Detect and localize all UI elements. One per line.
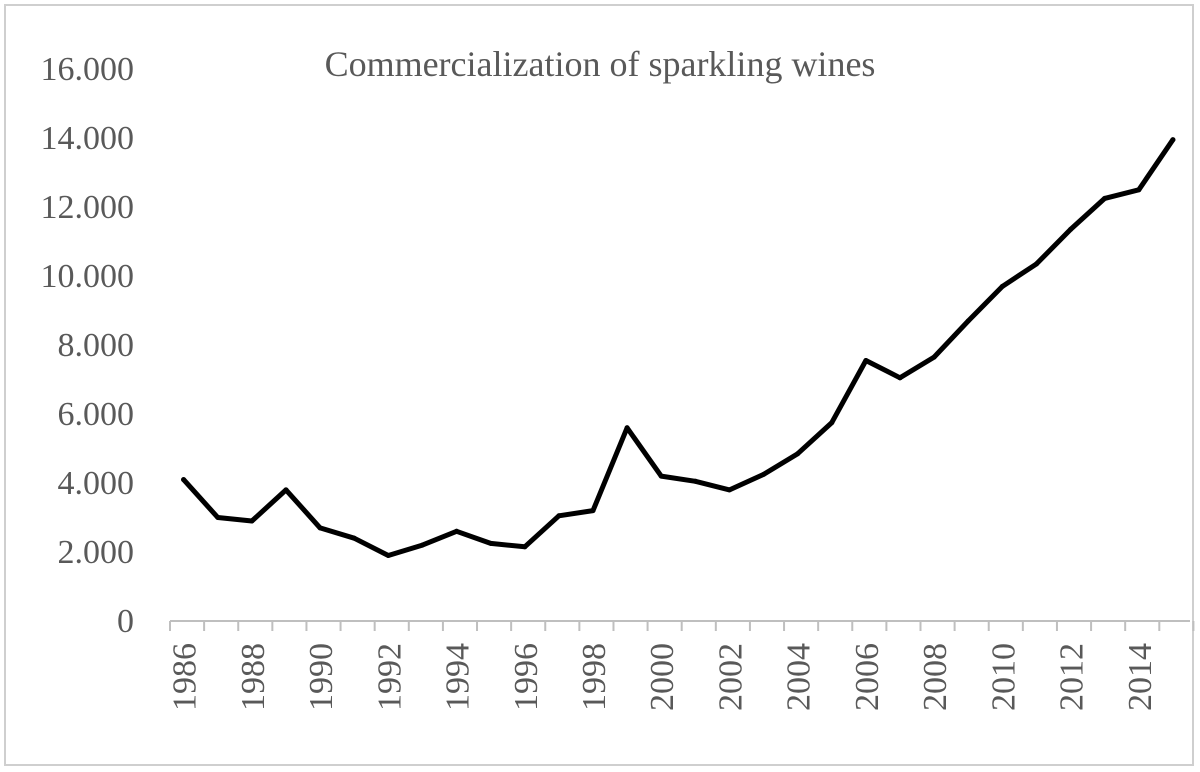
data-point: [658, 473, 664, 479]
data-point: [317, 525, 323, 531]
x-tick-label: 2010: [985, 643, 1022, 711]
y-tick-label: 4.000: [58, 465, 135, 502]
data-point: [385, 553, 391, 558]
x-tick-label: 2002: [712, 643, 749, 711]
x-tick-label: 1994: [440, 643, 477, 711]
data-point: [488, 540, 494, 546]
x-tick-label: 2008: [917, 643, 954, 711]
data-point: [419, 542, 425, 548]
data-point: [795, 451, 801, 457]
y-tick-label: 0: [117, 603, 134, 640]
x-axis-tick-labels: 1986 1988 1990 1992 1994 1996 1998 2000 2002 2004…: [167, 643, 1159, 711]
data-point: [863, 358, 869, 363]
data-point: [692, 478, 698, 484]
data-point: [249, 518, 255, 524]
y-tick-label: 6.000: [58, 396, 135, 433]
x-tick-label: 1996: [508, 643, 545, 711]
data-point: [454, 528, 460, 534]
chart-frame: [4, 4, 1194, 766]
data-point: [1170, 137, 1176, 143]
y-tick-label: 8.000: [58, 327, 135, 364]
x-tick-label: 1986: [167, 643, 204, 711]
y-tick-label: 14.000: [41, 120, 135, 157]
x-tick-label: 2014: [1122, 643, 1159, 711]
x-tick-label: 2012: [1054, 643, 1091, 711]
x-tick-label: 2004: [781, 643, 818, 711]
data-point: [897, 375, 903, 381]
data-point: [556, 513, 562, 519]
data-point: [590, 508, 596, 514]
series-line: [181, 137, 1176, 558]
y-tick-label: 12.000: [41, 189, 135, 226]
x-tick-label: 1988: [235, 643, 272, 711]
data-point: [829, 420, 835, 426]
data-point: [999, 283, 1005, 289]
x-axis-ticks: [169, 621, 1195, 631]
data-point: [351, 535, 357, 541]
y-tick-label: 16.000: [41, 51, 135, 88]
data-points: [181, 137, 1176, 558]
y-tick-label: 2.000: [58, 534, 135, 571]
data-point: [727, 487, 732, 493]
data-point: [522, 544, 528, 550]
data-point: [1034, 261, 1039, 267]
data-point: [1136, 187, 1142, 193]
data-point: [215, 515, 221, 520]
data-point: [931, 354, 937, 360]
data-point: [181, 477, 187, 483]
data-point: [1102, 195, 1108, 201]
x-tick-label: 2006: [849, 643, 886, 711]
x-tick-label: 1998: [576, 643, 613, 711]
x-tick-label: 1990: [303, 643, 340, 711]
data-point: [965, 318, 971, 324]
data-point: [1068, 226, 1074, 232]
data-point: [761, 471, 767, 477]
data-point: [624, 425, 630, 431]
x-tick-label: 2000: [644, 643, 681, 711]
y-tick-label: 10.000: [41, 258, 135, 295]
chart-title: Commercialization of sparkling wines: [325, 44, 876, 84]
y-axis-tick-labels: 0 2.000 4.000 6.000 8.000 10.000 12.000 14.000 1…: [41, 51, 135, 640]
x-tick-label: 1992: [371, 643, 408, 711]
data-point: [283, 487, 289, 493]
